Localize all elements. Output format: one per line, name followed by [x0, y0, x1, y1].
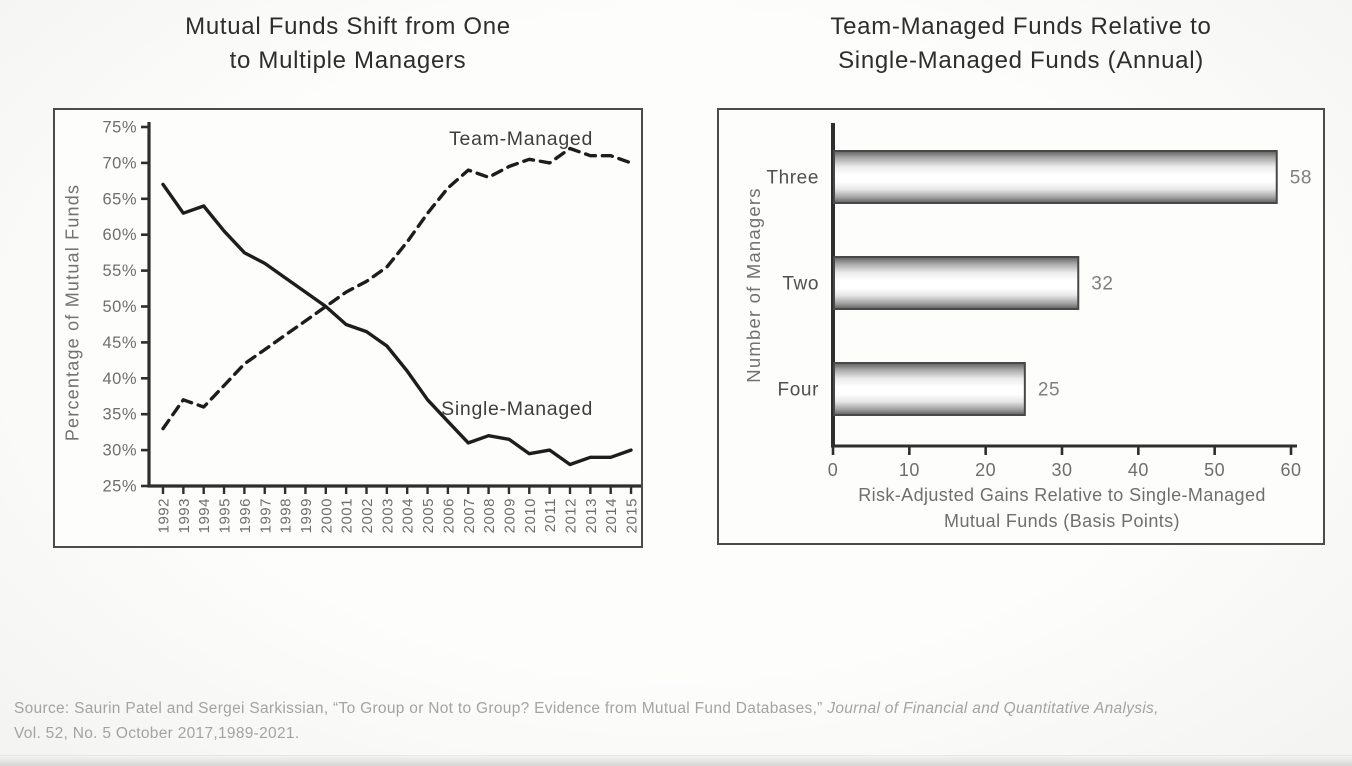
- x-tick-label: 10: [899, 460, 920, 480]
- bar-three: [833, 150, 1278, 204]
- value-label-two: 32: [1091, 274, 1113, 295]
- line-chart-plot: 25%30%35%40%45%50%55%60%65%70%75%1992 199…: [102, 119, 641, 533]
- x-tick-label: 2015: [624, 498, 641, 533]
- line-chart-title: Mutual Funds Shift from One to Multiple …: [185, 13, 511, 75]
- x-tick-label: 2005: [420, 498, 437, 533]
- bar-chart-plot: 0 10 20 30 40 50 60 Three 58 Two 32 Four 25: [766, 123, 1312, 480]
- y-tick-label: 70%: [102, 154, 137, 172]
- x-tick-label: 2000: [318, 498, 335, 533]
- line-chart-frame: Percentage of Mutual Funds 25% 30% 35% 40% 4…: [53, 108, 643, 548]
- series-label-single-managed: Single-Managed: [441, 398, 593, 420]
- x-tick-label: 2003: [379, 498, 396, 533]
- x-tick-label: 2007: [461, 498, 478, 533]
- x-tick-label: 2010: [522, 498, 539, 533]
- value-label-four: 25: [1038, 380, 1060, 401]
- bar-four: [833, 362, 1026, 416]
- y-tick-label: 55%: [102, 262, 137, 280]
- x-tick-label: 0: [828, 460, 839, 480]
- x-tick-label: 2014: [603, 498, 620, 533]
- x-tick-label: 30: [1051, 460, 1072, 480]
- x-tick-label: 40: [1128, 460, 1149, 480]
- y-tick-label: 60%: [102, 226, 137, 244]
- y-tick-label: 35%: [102, 406, 137, 424]
- x-tick-label: 1999: [298, 498, 315, 533]
- y-tick-label: 75%: [102, 119, 137, 137]
- bar-chart-y-axis-label: Number of Managers: [743, 187, 764, 383]
- source-journal-italic: Journal of Financial and Quantitative An…: [827, 700, 1159, 717]
- bar-two: [833, 256, 1080, 310]
- y-tick-label: 30%: [102, 442, 137, 460]
- x-tick-label: 2013: [583, 498, 600, 533]
- x-tick-label: 1992: [156, 498, 173, 533]
- series-label-team-managed: Team-Managed: [449, 128, 593, 150]
- x-tick-label: 1997: [257, 498, 274, 533]
- bottom-edge-strip: [0, 755, 1352, 766]
- line-series-team-managed: [161, 146, 633, 431]
- y-tick-label: 25%: [102, 478, 137, 496]
- x-tick-label: 60: [1280, 460, 1301, 480]
- line-series-single-managed: [161, 182, 633, 467]
- x-tick-label: 2004: [400, 498, 417, 533]
- category-label-three: Three: [766, 168, 819, 189]
- bar-chart-x-axis-label: Risk-Adjusted Gains Relative to Single-M…: [858, 485, 1266, 532]
- x-tick-label: 2009: [501, 498, 518, 533]
- bar-chart-frame: Number of Managers 0 10 20 30 40 50 60 Three 58 T…: [717, 108, 1325, 545]
- x-tick-label: 1998: [278, 498, 295, 533]
- y-tick-label: 50%: [102, 298, 137, 316]
- y-tick-label: 65%: [102, 190, 137, 208]
- y-tick-label: 45%: [102, 334, 137, 352]
- category-label-four: Four: [778, 380, 820, 401]
- bar-chart-title: Team-Managed Funds Relative to Single-Ma…: [830, 13, 1212, 75]
- x-tick-label: 20: [975, 460, 996, 480]
- x-tick-label: 2008: [481, 498, 498, 533]
- line-chart-y-axis-label: Percentage of Mutual Funds: [62, 183, 83, 442]
- x-tick-label: 1994: [196, 498, 213, 533]
- category-label-two: Two: [782, 274, 819, 295]
- x-tick-label: 1996: [237, 498, 254, 533]
- source-text-line2: Vol. 52, No. 5 October 2017,1989-2021.: [14, 725, 300, 743]
- source-citation: Source: Saurin Patel and Sergei Sarkissi…: [14, 696, 1244, 746]
- x-tick-label: 2012: [563, 498, 580, 533]
- y-tick-label: 40%: [102, 370, 137, 388]
- x-tick-label: 1993: [176, 498, 193, 533]
- x-tick-label: 2011: [542, 498, 559, 532]
- x-tick-label: 50: [1204, 460, 1225, 480]
- x-tick-label: 2006: [440, 498, 457, 533]
- value-label-three: 58: [1290, 168, 1312, 189]
- x-tick-label: 2001: [339, 498, 356, 533]
- source-text: Source: Saurin Patel and Sergei Sarkissi…: [14, 700, 828, 717]
- x-tick-label: 2002: [359, 498, 376, 533]
- x-tick-label: 1995: [217, 498, 234, 533]
